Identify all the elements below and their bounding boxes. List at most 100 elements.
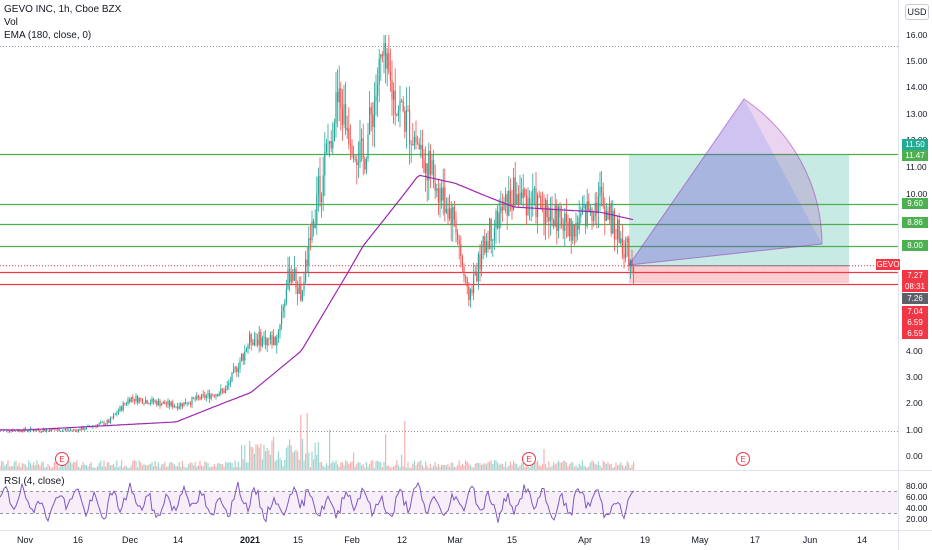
- candle-body: [569, 218, 571, 237]
- candle-body: [319, 175, 321, 203]
- candle-body: [441, 188, 443, 201]
- volume-bar: [580, 465, 582, 470]
- price-badge[interactable]: 8.86: [902, 217, 928, 228]
- volume-bar: [113, 463, 115, 470]
- candle-body: [74, 429, 76, 431]
- candle-body: [508, 190, 510, 216]
- candle-body: [429, 150, 431, 175]
- candle-body: [277, 331, 279, 337]
- candle-body: [290, 273, 292, 283]
- volume-bar: [444, 464, 446, 470]
- candle-body: [410, 144, 412, 145]
- volume-bar: [341, 462, 343, 470]
- candle-body: [332, 141, 334, 149]
- ema-line[interactable]: [0, 174, 634, 431]
- horizontal-levels[interactable]: [0, 153, 898, 286]
- price-badge[interactable]: 8.00: [902, 240, 928, 251]
- candle-body: [500, 206, 502, 214]
- price-badge[interactable]: 9.60: [902, 198, 928, 209]
- volume-bar: [289, 439, 291, 470]
- volume-bar: [29, 462, 31, 470]
- candle-body: [437, 188, 439, 203]
- price-badge[interactable]: GEVO: [876, 259, 900, 270]
- volume-bar: [517, 467, 519, 470]
- volume-bar: [449, 466, 451, 470]
- candle-body: [221, 388, 223, 390]
- volume-bar: [26, 466, 28, 470]
- volume-bar: [12, 466, 14, 470]
- time-axis[interactable]: Nov 16 Dec 14 2021 15 Feb 12 Mar 15 Apr 19 May 17 Jun 1…: [17, 535, 867, 545]
- volume-bar: [169, 462, 171, 470]
- volume-bar: [85, 464, 87, 470]
- candle-body: [300, 283, 302, 301]
- volume-bar: [593, 461, 595, 470]
- candle-body: [476, 272, 478, 282]
- candle-body: [341, 108, 343, 125]
- volume-bar: [618, 464, 620, 470]
- price-badge[interactable]: 11.50: [902, 139, 928, 150]
- volume-bar: [1, 461, 3, 470]
- volume-bar: [313, 459, 315, 470]
- candle-body: [84, 428, 86, 430]
- candle-body: [225, 388, 227, 393]
- candle-body: [436, 188, 438, 191]
- volume-bar: [461, 463, 463, 470]
- volume-bar: [445, 465, 447, 470]
- volume-bar: [509, 461, 511, 470]
- candle-body: [98, 423, 100, 425]
- candle-body: [207, 393, 209, 396]
- volume-legend[interactable]: Vol: [4, 17, 18, 28]
- candle-body: [425, 163, 427, 173]
- volume-bar: [68, 460, 70, 470]
- volume-bar: [490, 460, 492, 470]
- price-badge[interactable]: 6.59: [902, 328, 928, 339]
- price-badge[interactable]: 7.26: [902, 293, 928, 304]
- fib-sector-drawing[interactable]: [627, 98, 823, 266]
- volume-bar: [364, 467, 366, 470]
- ema-legend[interactable]: EMA (180, close, 0): [4, 30, 92, 41]
- volume-bar: [95, 467, 97, 470]
- volume-bar: [613, 467, 615, 470]
- price-badge[interactable]: 7.27: [902, 270, 928, 281]
- volume-bar: [567, 466, 569, 470]
- price-badge[interactable]: 08:31: [902, 281, 928, 292]
- candle-body: [161, 403, 163, 406]
- volume-bar: [257, 444, 259, 470]
- candle-body: [490, 218, 492, 241]
- candle-body: [428, 150, 430, 181]
- candle-body: [178, 406, 180, 409]
- main-pane[interactable]: [0, 0, 898, 470]
- candle-body: [474, 272, 476, 276]
- volume-bar: [357, 461, 359, 470]
- candle-body: [477, 254, 479, 282]
- price-badge[interactable]: 7.04: [902, 306, 928, 317]
- price-tick-label: 16.00: [906, 30, 928, 40]
- price-badge[interactable]: 11.47: [902, 150, 928, 161]
- earnings-markers[interactable]: E E E: [55, 452, 750, 466]
- candle-body: [605, 210, 607, 221]
- candle-body: [623, 253, 625, 259]
- volume-bar: [298, 459, 300, 470]
- rsi-pane[interactable]: [0, 481, 898, 523]
- rsi-legend[interactable]: RSI (4, close): [4, 476, 65, 487]
- candle-body: [185, 402, 187, 405]
- volume-bar: [324, 467, 326, 470]
- currency-button[interactable]: USD: [905, 4, 929, 20]
- symbol-title[interactable]: GEVO INC, 1h, Cboe BZX: [4, 4, 122, 15]
- price-badge[interactable]: 6.59: [902, 317, 928, 328]
- candle-body: [34, 430, 36, 432]
- candle-body: [481, 246, 483, 270]
- volume-bar: [274, 461, 276, 470]
- candle-body: [370, 107, 372, 115]
- volume-bar: [410, 467, 412, 470]
- candlestick-series[interactable]: [0, 35, 635, 434]
- candle-body: [380, 54, 382, 59]
- time-tick-label: 14: [173, 535, 183, 545]
- candle-body: [372, 114, 374, 127]
- candle-body: [373, 100, 375, 127]
- candle-body: [156, 401, 158, 406]
- volume-bar: [178, 462, 180, 470]
- volume-bar: [537, 460, 539, 470]
